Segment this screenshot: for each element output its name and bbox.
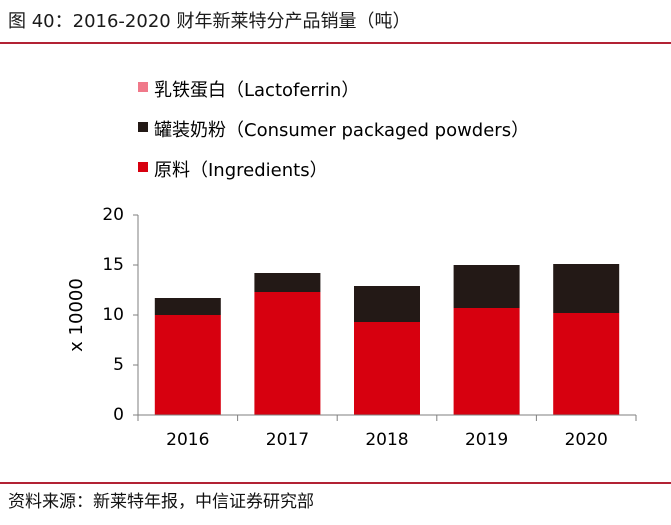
bar-group (154, 264, 620, 415)
axes: 0 5 10 15 20 2016 2017 2018 2019 2020 x 10000 (66, 205, 637, 450)
title-divider (0, 42, 671, 44)
y-axis-title: x 10000 (66, 278, 87, 352)
y-tick-label: 15 (102, 255, 124, 275)
stacked-bar-chart: 乳铁蛋白（Lactoferrin） 罐装奶粉（Consumer packaged … (66, 80, 637, 450)
bar-2016-series-1 (154, 298, 221, 315)
y-tick-label: 20 (102, 205, 124, 225)
legend-swatch (138, 162, 148, 172)
bar-2017-series-1 (254, 273, 321, 292)
source-divider (0, 482, 671, 484)
legend-label: 罐装奶粉（Consumer packaged powders） (154, 120, 529, 141)
bar-2018-series-0 (354, 322, 420, 415)
legend-swatch (138, 82, 148, 92)
bar-2017-series-0 (254, 292, 321, 415)
y-tick-label: 0 (113, 405, 124, 425)
bar-2016-series-0 (154, 315, 221, 415)
bar-2018-series-1 (354, 286, 420, 322)
bar-2020-series-0 (553, 313, 620, 415)
chart-legend: 乳铁蛋白（Lactoferrin） 罐装奶粉（Consumer packaged … (138, 80, 529, 181)
bar-2019-series-0 (453, 308, 520, 415)
x-tick-label: 2019 (465, 430, 508, 450)
x-tick-label: 2018 (365, 430, 408, 450)
legend-label: 乳铁蛋白（Lactoferrin） (154, 80, 359, 101)
source-note: 资料来源：新莱特年报，中信证券研究部 (8, 492, 314, 512)
x-tick-label: 2020 (565, 430, 608, 450)
x-tick-label: 2017 (266, 430, 309, 450)
bar-2019-series-1 (453, 265, 520, 308)
figure-title: 图 40：2016-2020 财年新莱特分产品销量（吨） (8, 11, 411, 32)
bar-2020-series-1 (553, 264, 620, 313)
x-tick-label: 2016 (166, 430, 209, 450)
y-tick-label: 10 (102, 305, 124, 325)
y-tick-label: 5 (113, 355, 124, 375)
legend-swatch (138, 122, 148, 132)
legend-label: 原料（Ingredients） (154, 160, 328, 181)
